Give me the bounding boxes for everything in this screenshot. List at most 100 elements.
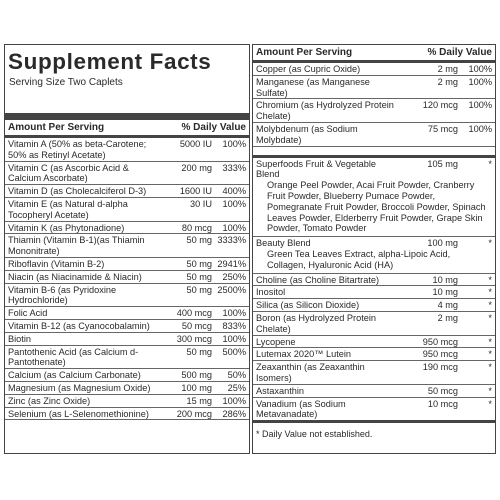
- nutrient-amount: 2 mg: [437, 64, 458, 74]
- nutrient-amount: 4 mg: [437, 300, 458, 311]
- nutrient-amount: 50 mg: [186, 258, 212, 269]
- nutrient-daily-value: *: [488, 336, 492, 347]
- nutrient-daily-value: 100%: [222, 198, 247, 209]
- nutrient-name: Lycopene: [256, 336, 296, 347]
- nutrient-row: Magnesium (as Magnesium Oxide) 100 mg 25%: [5, 382, 249, 395]
- nutrient-row: Vitamin D (as Cholecalciferol D-3) 1600 I…: [5, 185, 249, 198]
- nutrient-row: Silica (as Silicon Dioxide) 4 mg *: [253, 299, 495, 312]
- nutrient-name: Vitamin A (50% as beta-Carotene; 50% as …: [8, 139, 147, 160]
- blend-name: Superfoods Fruit & Vegetable Blend: [256, 158, 377, 180]
- blend-ingredients: Green Tea Leaves Extract, alpha-Lipoic A…: [267, 248, 451, 270]
- nutrient-row: Zeaxanthin (as Zeaxanthin Isomers) 190 mc…: [253, 361, 495, 385]
- nutrient-amount: 50 mg: [186, 271, 212, 282]
- nutrient-amount: 10 mg: [432, 274, 458, 285]
- nutrient-amount: 400 mcg: [176, 308, 212, 319]
- nutrient-daily-value: 100%: [222, 333, 247, 344]
- nutrient-name: Zinc (as Zinc Oxide): [8, 395, 91, 406]
- nutrient-daily-value: *: [488, 287, 492, 298]
- nutrient-amount: 15 mg: [186, 395, 212, 406]
- right-column-header: Amount Per Serving % Daily Value: [253, 45, 495, 63]
- nutrient-name: Vitamin B-6 (as Pyridoxine Hydrochloride…: [8, 284, 117, 306]
- blend-list: Superfoods Fruit & Vegetable Blend 105 mg…: [253, 158, 495, 274]
- supplement-facts-right-panel: Amount Per Serving % Daily Value Copper …: [252, 44, 496, 454]
- nutrient-name: Vanadium (as Sodium Metavanadate): [256, 398, 346, 420]
- nutrient-row: Astaxanthin 50 mcg *: [253, 385, 495, 398]
- nutrient-daily-value: 2500%: [217, 284, 246, 295]
- nutrient-daily-value: 100%: [222, 139, 247, 149]
- supplement-facts-left-panel: Supplement Facts Serving Size Two Caplet…: [4, 44, 250, 454]
- nutrient-amount: 10 mcg: [427, 398, 458, 409]
- nutrient-row: Folic Acid 400 mcg 100%: [5, 307, 249, 320]
- nutrient-name: Niacin (as Niacinamide & Niacin): [8, 271, 142, 282]
- panel-title: Supplement Facts: [8, 49, 212, 74]
- nutrient-amount: 500 mg: [181, 370, 212, 381]
- nutrient-daily-value: *: [488, 349, 492, 360]
- nutrient-daily-value: 100%: [468, 123, 493, 134]
- daily-value-label: % Daily Value: [181, 122, 246, 133]
- nutrient-amount: 50 mg: [186, 235, 212, 246]
- nutrient-row: Chromium (as Hydrolyzed Protein Chelate)…: [253, 99, 495, 123]
- nutrient-name: Silica (as Silicon Dioxide): [256, 300, 360, 311]
- nutrient-daily-value: 50%: [227, 370, 246, 381]
- nutrient-daily-value: *: [488, 274, 492, 285]
- nutrient-name: Vitamin B-12 (as Cyanocobalamin): [8, 320, 150, 331]
- nutrient-amount: 5000 IU: [179, 139, 212, 149]
- nutrient-daily-value: 100%: [222, 308, 247, 319]
- nutrient-row: Vitamin K (as Phytonadione) 80 mcg 100%: [5, 222, 249, 235]
- nutrient-name: Astaxanthin: [256, 385, 305, 396]
- section-divider: [253, 147, 495, 158]
- nutrient-daily-value: 100%: [468, 76, 493, 87]
- nutrient-row: Lutemax 2020™ Lutein 950 mcg *: [253, 348, 495, 362]
- nutrient-amount: 50 mcg: [427, 385, 458, 396]
- nutrient-daily-value: 100%: [222, 222, 247, 233]
- nutrient-name: Vitamin E (as Natural d-alpha Tocopheryl…: [8, 198, 128, 220]
- nutrient-amount: 950 mcg: [422, 336, 458, 347]
- nutrient-amount: 10 mg: [432, 287, 458, 298]
- nutrient-name: Folic Acid: [8, 308, 48, 319]
- serving-size: Serving Size Two Caplets: [9, 77, 123, 88]
- nutrient-amount: 120 mcg: [422, 100, 458, 111]
- nutrient-name: Chromium (as Hydrolyzed Protein Chelate): [256, 100, 394, 122]
- nutrient-amount: 80 mcg: [181, 222, 212, 233]
- nutrient-daily-value: *: [488, 362, 492, 373]
- nutrient-daily-value: 2941%: [217, 258, 246, 269]
- right-mineral-list: Copper (as Cupric Oxide) 2 mg 100% Manganes…: [253, 63, 495, 147]
- nutrient-daily-value: 400%: [222, 186, 247, 197]
- nutrient-amount: 50 mg: [186, 346, 212, 357]
- nutrient-row: Vitamin B-6 (as Pyridoxine Hydrochloride…: [5, 284, 249, 308]
- blend-ingredients: Orange Peel Powder, Acai Fruit Powder, C…: [267, 180, 486, 234]
- nutrient-name: Selenium (as L-Selenomethionine): [8, 408, 149, 419]
- nutrient-daily-value: 3333%: [217, 235, 246, 246]
- nutrient-name: Calcium (as Calcium Carbonate): [8, 370, 141, 381]
- nutrient-daily-value: 25%: [227, 382, 246, 393]
- nutrient-daily-value: 100%: [468, 100, 493, 111]
- nutrient-name: Manganese (as Manganese Sulfate): [256, 76, 370, 98]
- nutrient-daily-value: 333%: [222, 162, 247, 173]
- nutrient-name: Thiamin (Vitamin B-1)(as Thiamin Mononit…: [8, 235, 145, 257]
- nutrient-row: Biotin 300 mcg 100%: [5, 333, 249, 346]
- right-other-list: Choline (as Choline Bitartrate) 10 mg * Ino…: [253, 274, 495, 424]
- nutrient-name: Magnesium (as Magnesium Oxide): [8, 382, 151, 393]
- blend-daily-value: *: [488, 158, 492, 169]
- nutrient-row: Vitamin A (50% as beta-Carotene; 50% as …: [5, 138, 249, 162]
- nutrient-row: Vitamin C (as Ascorbic Acid & Calcium As…: [5, 162, 249, 186]
- nutrient-daily-value: 100%: [222, 395, 247, 406]
- nutrient-row: Vitamin E (as Natural d-alpha Tocopheryl…: [5, 198, 249, 222]
- nutrient-daily-value: 833%: [222, 320, 247, 331]
- nutrient-name: Lutemax 2020™ Lutein: [256, 349, 352, 360]
- nutrient-name: Inositol: [256, 287, 286, 298]
- nutrient-amount: 100 mg: [181, 382, 212, 393]
- nutrient-name: Vitamin D (as Cholecalciferol D-3): [8, 186, 147, 197]
- nutrient-amount: 950 mcg: [422, 349, 458, 360]
- nutrient-daily-value: 286%: [222, 408, 247, 419]
- nutrient-daily-value: *: [488, 385, 492, 396]
- nutrient-row: Boron (as Hydrolyzed Protein Chelate) 2 m…: [253, 312, 495, 336]
- nutrient-row: Copper (as Cupric Oxide) 2 mg 100%: [253, 63, 495, 76]
- nutrient-row: Niacin (as Niacinamide & Niacin) 50 mg 250…: [5, 271, 249, 284]
- amount-per-serving-label: Amount Per Serving: [8, 122, 105, 133]
- nutrient-amount: 50 mg: [186, 284, 212, 295]
- nutrient-name: Copper (as Cupric Oxide): [256, 64, 361, 74]
- nutrient-amount: 2 mg: [437, 312, 458, 323]
- nutrient-amount: 1600 IU: [179, 186, 212, 197]
- nutrient-amount: 30 IU: [190, 198, 212, 209]
